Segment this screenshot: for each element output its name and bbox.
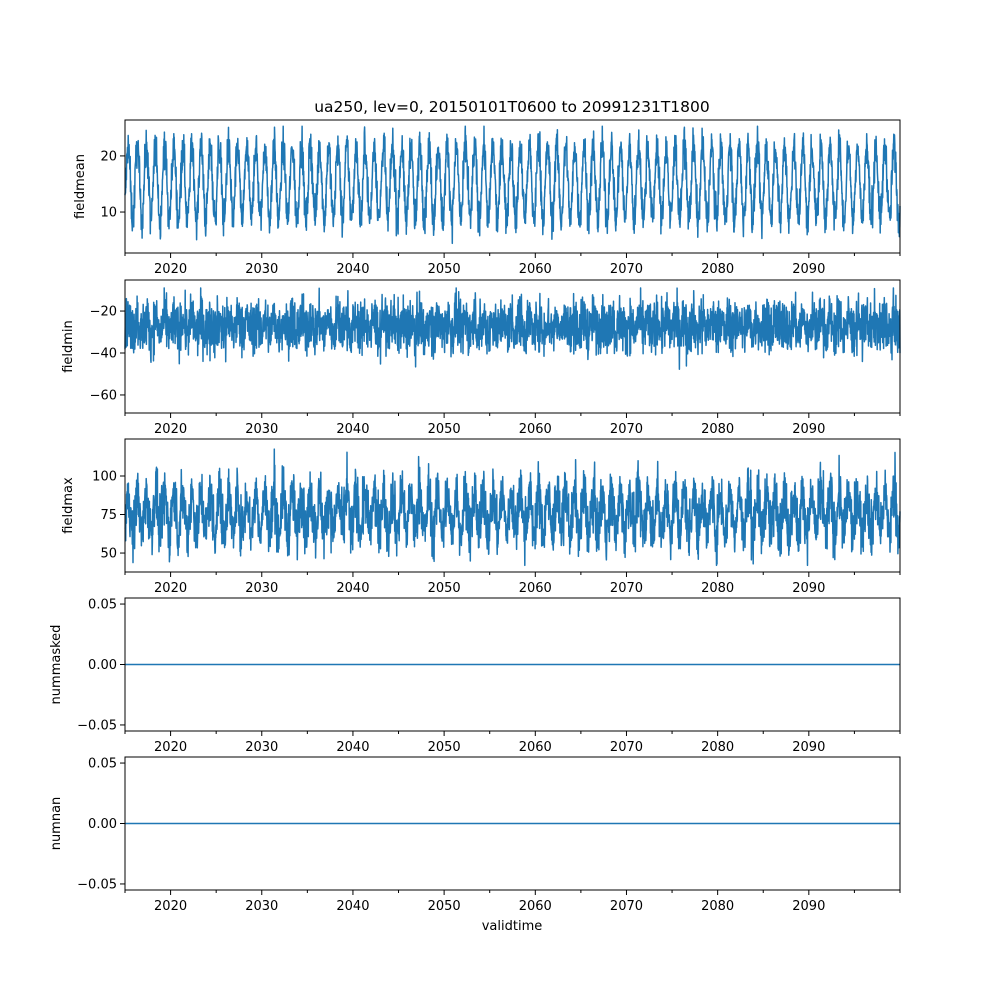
x-tick-label: 2020 [154,899,187,914]
y-tick-label: −60 [90,388,117,403]
y-tick-label: −20 [90,305,117,320]
x-tick-label: 2080 [701,581,734,596]
x-tick-label: 2030 [245,262,278,277]
x-tick-label: 2040 [336,422,369,437]
x-tick-label: 2050 [428,740,461,755]
y-tick-label: 0.00 [88,658,117,673]
x-tick-label: 2060 [519,422,552,437]
x-tick-label: 2030 [245,422,278,437]
series-line-fieldmax [124,448,901,567]
y-tick-label: 20 [100,149,117,164]
x-tick-label: 2020 [154,581,187,596]
x-tick-label: 2020 [154,422,187,437]
x-tick-label: 2070 [610,740,643,755]
x-tick-label: 2030 [245,899,278,914]
x-tick-label: 2070 [610,262,643,277]
y-tick-label: 75 [100,508,117,523]
x-tick-label: 2090 [792,262,825,277]
x-tick-label: 2090 [792,581,825,596]
y-tick-label: 0.05 [88,598,117,613]
x-tick-label: 2070 [610,581,643,596]
x-tick-label: 2070 [610,899,643,914]
y-tick-label: −40 [90,347,117,362]
axes-frame [124,438,901,573]
x-tick-label: 2060 [519,899,552,914]
x-tick-label: 2040 [336,581,369,596]
x-tick-label: 2080 [701,422,734,437]
y-axis-label: nummasked [49,625,64,705]
y-tick-label: 0.00 [88,817,117,832]
x-tick-label: 2080 [701,262,734,277]
series-line-fieldmean [124,125,901,245]
subplot-nummasked: 2020 2030 2040 2050 2060 2070 2080 2090 −0.05 0.0… [49,597,901,755]
subplot-fieldmax: 2020 2030 2040 2050 2060 2070 2080 2090 50 75 100 f… [61,438,901,596]
x-tick-label: 2040 [336,740,369,755]
x-tick-label: 2060 [519,581,552,596]
x-tick-label: 2090 [792,899,825,914]
y-tick-label: −0.05 [77,718,117,733]
y-tick-label: 100 [92,469,117,484]
x-tick-label: 2050 [428,899,461,914]
x-tick-label: 2060 [519,262,552,277]
x-tick-label: 2020 [154,740,187,755]
y-axis-label: numnan [49,797,64,851]
x-tick-label: 2050 [428,262,461,277]
x-tick-label: 2030 [245,581,278,596]
x-tick-label: 2050 [428,581,461,596]
x-tick-label: 2060 [519,740,552,755]
x-tick-label: 2020 [154,262,187,277]
axes-frame [124,119,901,254]
x-tick-label: 2050 [428,422,461,437]
y-tick-label: 50 [100,547,117,562]
subplot-fieldmin: 2020 2030 2040 2050 2060 2070 2080 2090 −60 −40 −2… [61,279,901,437]
chart-title: ua250, lev=0, 20150101T0600 to 20991231T… [314,98,710,116]
subplot-numnan: 2020 2030 2040 2050 2060 2070 2080 2090 −0.05 0.0… [49,756,901,914]
y-axis-label: fieldmin [61,320,76,373]
x-tick-label: 2030 [245,740,278,755]
y-axis-label: fieldmean [73,154,88,219]
x-tick-label: 2040 [336,899,369,914]
axes-frame [124,279,901,414]
x-axis-label: validtime [482,919,543,934]
x-tick-label: 2090 [792,740,825,755]
series-line-fieldmin [124,287,901,371]
x-tick-label: 2080 [701,740,734,755]
x-tick-label: 2070 [610,422,643,437]
subplot-fieldmean: 2020 2030 2040 2050 2060 2070 2080 2090 10 20 fiel… [73,119,901,277]
y-tick-label: 0.05 [88,757,117,772]
x-tick-label: 2090 [792,422,825,437]
y-tick-label: −0.05 [77,877,117,892]
x-tick-label: 2040 [336,262,369,277]
y-tick-label: 10 [100,206,117,221]
x-tick-label: 2080 [701,899,734,914]
y-axis-label: fieldmax [61,477,76,534]
